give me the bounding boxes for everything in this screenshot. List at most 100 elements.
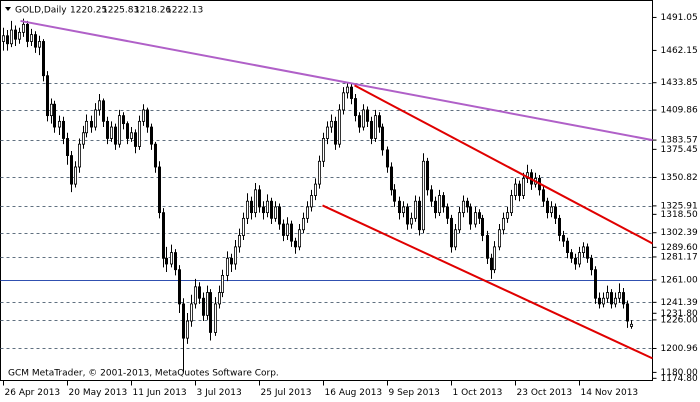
candle-body (153, 143, 157, 168)
candle-body (21, 23, 25, 33)
y-tick-label: 1409.86 (661, 106, 698, 116)
candle-body (586, 246, 590, 259)
candle-body (610, 292, 614, 305)
candle-body (389, 166, 393, 191)
candle-body (357, 115, 361, 128)
candle-body (409, 217, 413, 225)
y-tick-label: 1433.85 (661, 78, 698, 88)
x-tick-label: 23 Oct 2013 (517, 388, 573, 398)
candle-body (110, 126, 114, 139)
y-tick-label: 1318.50 (661, 210, 698, 220)
candle-body (542, 189, 546, 202)
candle-body (289, 223, 293, 242)
candle-body (269, 200, 273, 219)
y-tick-label: 1462.15 (661, 46, 698, 56)
quote-value: 1220.25 (70, 6, 107, 16)
candle-body (164, 257, 168, 265)
candle-body (197, 286, 201, 299)
y-tick-label: 1281.17 (661, 252, 698, 262)
candle-body (522, 178, 526, 196)
candle-body (169, 252, 173, 265)
candle-body (145, 109, 149, 128)
candle-body (369, 120, 373, 139)
x-tick-label: 11 Jun 2013 (133, 388, 187, 398)
candle-body (550, 206, 554, 214)
candle-body (208, 292, 212, 333)
candle-body (185, 320, 189, 339)
candle-body (62, 120, 66, 139)
candle-body (181, 303, 185, 339)
candle-body (193, 286, 197, 305)
candle-body (46, 75, 50, 117)
candle-body (337, 109, 341, 145)
candle-body (82, 132, 86, 145)
candle-body (509, 195, 513, 214)
candle-body (417, 200, 421, 231)
candle-body (241, 217, 245, 236)
quote-value: 1225.83 (102, 6, 139, 16)
candle-body (161, 212, 165, 259)
trend-line (354, 84, 653, 245)
candle-body (74, 166, 78, 185)
candle-body (305, 206, 309, 219)
candle-body (25, 23, 29, 42)
candle-body (345, 86, 349, 94)
candle-body (485, 235, 489, 259)
y-tick-label: 1180.00 (661, 368, 698, 378)
candle-body (118, 115, 122, 145)
candle-body (397, 200, 401, 214)
trend-line (20, 19, 653, 142)
y-tick-label: 1302.39 (661, 228, 698, 238)
candle-body (626, 303, 630, 322)
candle-body (489, 257, 493, 271)
candle-body (413, 200, 417, 219)
quote-value: 1222.13 (166, 6, 203, 16)
candle-body (189, 303, 193, 322)
candle-body (501, 217, 505, 231)
candle-body (468, 206, 472, 225)
candle-body (325, 126, 329, 139)
candle-body (157, 166, 161, 214)
candle-body (9, 29, 13, 45)
candle-body (53, 103, 57, 128)
candle-body (2, 35, 6, 42)
menu-arrow[interactable] (5, 7, 11, 11)
candle-body (321, 138, 325, 162)
candle-body (492, 246, 496, 271)
candle-body (630, 323, 634, 327)
candle-body (429, 189, 433, 202)
candle-body (114, 126, 118, 145)
candle-body (437, 195, 441, 214)
y-tick-label: 1226.00 (661, 315, 698, 325)
trend-line (322, 204, 653, 360)
candle-body (78, 143, 82, 168)
candle-body (66, 138, 70, 156)
y-tick-label: 1261.00 (661, 275, 698, 285)
candle-body (405, 206, 409, 225)
candle-body (85, 120, 89, 134)
y-tick-label: 1174.80 (661, 374, 698, 384)
candle-body (273, 206, 277, 219)
candle-body (225, 257, 229, 276)
candle-body (129, 132, 133, 139)
candle-body (385, 149, 389, 168)
candle-body (505, 212, 509, 219)
y-tick-label: 1200.96 (661, 344, 698, 354)
quote-value: 1218.26 (134, 6, 171, 16)
x-tick-label: 3 Jul 2013 (197, 388, 242, 398)
candle-body (313, 183, 317, 196)
candle-body (401, 206, 405, 214)
candle-body (497, 229, 501, 248)
candle-body (98, 100, 102, 111)
candle-body (602, 297, 606, 305)
candle-body (257, 189, 261, 208)
candle-body (42, 41, 46, 77)
x-tick-label: 16 Aug 2013 (325, 388, 383, 398)
symbol-title: GOLD,Daily (15, 6, 67, 16)
candle-body (149, 126, 153, 145)
candle-body (317, 160, 321, 185)
candle-body (137, 120, 141, 147)
candle-body (457, 212, 461, 231)
candle-body (554, 206, 558, 219)
candle-body (102, 100, 106, 122)
